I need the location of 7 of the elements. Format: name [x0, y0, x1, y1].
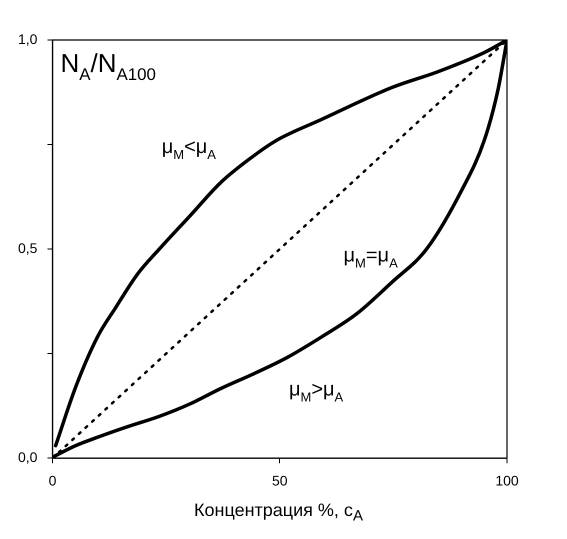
x-tick-label: 50 [272, 472, 288, 488]
x-tick-label: 0 [48, 472, 57, 488]
y-tick-label: 1,0 [18, 30, 38, 47]
x-axis-title: Концентрация %, c$_{A}$ [193, 500, 364, 525]
y-tick-label: 0,5 [18, 240, 38, 256]
x-tick-label: 100 [495, 472, 519, 488]
y-tick-label: 0,0 [18, 449, 38, 466]
